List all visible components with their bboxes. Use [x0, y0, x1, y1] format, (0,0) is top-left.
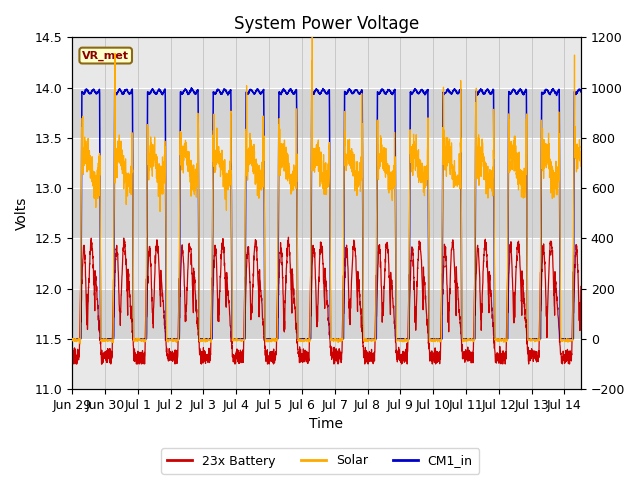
CM1_in	[529, 336, 537, 342]
Bar	[72, 87, 581, 138]
Solar	[227, 170, 235, 176]
23x Battery	[181, 312, 189, 318]
Line: CM1_in: CM1_in	[72, 88, 581, 339]
Solar	[530, 337, 538, 343]
X-axis label: Time: Time	[310, 418, 344, 432]
23x Battery	[530, 351, 538, 357]
Bar	[72, 37, 581, 87]
Bar	[72, 188, 581, 239]
Solar	[68, 336, 76, 342]
Bar	[72, 339, 581, 389]
Solar	[397, 338, 405, 344]
CM1_in	[577, 89, 585, 95]
23x Battery	[577, 284, 585, 289]
CM1_in	[563, 336, 570, 342]
Legend: 23x Battery, Solar, CM1_in: 23x Battery, Solar, CM1_in	[161, 448, 479, 474]
CM1_in	[181, 86, 189, 92]
23x Battery	[68, 357, 76, 362]
Bar	[72, 288, 581, 339]
Line: 23x Battery: 23x Battery	[72, 237, 581, 364]
23x Battery	[227, 328, 235, 334]
23x Battery	[563, 355, 571, 360]
23x Battery	[404, 306, 412, 312]
Bar	[72, 239, 581, 288]
Solar	[563, 337, 571, 343]
CM1_in	[404, 336, 412, 342]
CM1_in	[227, 143, 235, 148]
23x Battery	[68, 361, 76, 367]
Solar	[76, 341, 84, 347]
CM1_in	[188, 85, 195, 91]
Bar	[72, 138, 581, 188]
Solar	[308, 29, 316, 35]
CM1_in	[68, 336, 76, 342]
Line: Solar: Solar	[72, 32, 581, 344]
23x Battery	[285, 234, 292, 240]
CM1_in	[397, 336, 405, 342]
Text: VR_met: VR_met	[82, 50, 129, 60]
23x Battery	[397, 351, 405, 357]
Title: System Power Voltage: System Power Voltage	[234, 15, 419, 33]
Solar	[577, 150, 585, 156]
Solar	[181, 143, 189, 148]
Y-axis label: Volts: Volts	[15, 196, 29, 230]
Solar	[404, 338, 412, 344]
